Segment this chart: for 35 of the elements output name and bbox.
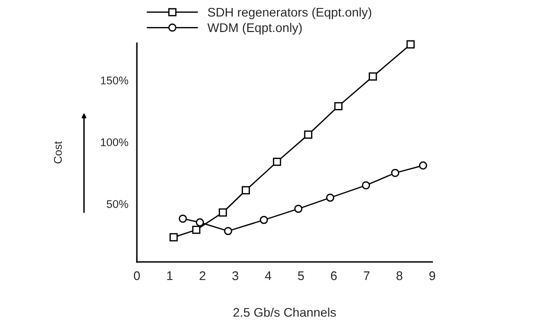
x-axis-title: 2.5 Gb/s Channels bbox=[233, 308, 336, 317]
y-tick-label: 50% bbox=[106, 200, 128, 208]
point bbox=[218, 208, 227, 217]
x-tick-label: 6 bbox=[330, 271, 337, 280]
point bbox=[272, 158, 282, 166]
point bbox=[178, 214, 187, 223]
point bbox=[196, 218, 204, 226]
point bbox=[304, 130, 312, 139]
x-tick-label: 4 bbox=[264, 271, 272, 280]
y-axis-title: Cost bbox=[54, 141, 62, 164]
point bbox=[406, 40, 415, 48]
point bbox=[362, 181, 370, 190]
x-tick-label: 7 bbox=[364, 271, 370, 280]
point bbox=[418, 161, 428, 170]
x-tick-label: 5 bbox=[298, 271, 304, 280]
x-tick-label: 9 bbox=[429, 271, 436, 280]
x-tick-label: 1 bbox=[167, 271, 173, 280]
y-tick-label: 100% bbox=[100, 138, 128, 146]
point bbox=[242, 186, 250, 194]
point bbox=[391, 168, 400, 178]
point bbox=[334, 102, 342, 110]
legend-label: SDH regenerators (Eqpt.only) bbox=[208, 8, 372, 20]
x-tick-label: 8 bbox=[396, 271, 402, 280]
point bbox=[224, 226, 232, 236]
point bbox=[260, 216, 268, 224]
point bbox=[326, 194, 334, 202]
x-tick-label: 0 bbox=[134, 271, 140, 280]
x-tick-label: 3 bbox=[232, 271, 238, 280]
point bbox=[294, 204, 302, 213]
x-tick-label: 2 bbox=[200, 271, 206, 280]
point bbox=[368, 72, 377, 81]
legend-label: WDM (Eqpt.only) bbox=[207, 22, 302, 35]
point bbox=[192, 226, 200, 234]
point bbox=[170, 233, 178, 242]
y-tick-label: 150% bbox=[100, 76, 128, 84]
